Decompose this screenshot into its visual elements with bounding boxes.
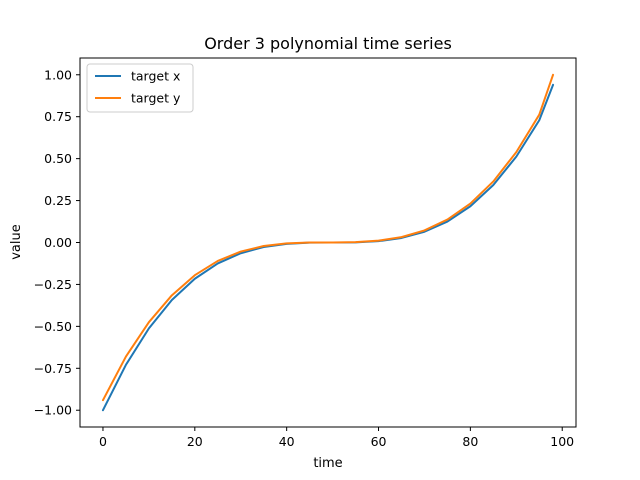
legend-entry-label: target y xyxy=(131,91,181,106)
x-axis-label: time xyxy=(313,456,342,471)
x-tick-label: 100 xyxy=(550,434,574,449)
x-tick-label: 40 xyxy=(279,434,295,449)
y-tick-label: 0.25 xyxy=(44,193,72,208)
y-tick-label: 1.00 xyxy=(44,67,72,82)
x-tick-label: 80 xyxy=(462,434,478,449)
series-line-1 xyxy=(101,73,555,402)
x-tick-label: 20 xyxy=(187,434,203,449)
x-tick-label: 60 xyxy=(371,434,387,449)
x-axis: 0 20 40 60 80 100 xyxy=(99,427,574,449)
y-tick-label: −0.50 xyxy=(34,319,72,334)
chart-title: Order 3 polynomial time series xyxy=(204,34,452,53)
y-tick-label: −0.25 xyxy=(34,277,72,292)
y-axis-label: value xyxy=(9,224,24,260)
x-tick-label: 0 xyxy=(99,434,107,449)
plot-area xyxy=(101,73,555,412)
y-tick-label: −1.00 xyxy=(34,403,72,418)
y-tick-label: 0.75 xyxy=(44,109,72,124)
y-tick-label: 0.50 xyxy=(44,151,72,166)
y-tick-label: 0.00 xyxy=(44,235,72,250)
legend-entry-label: target x xyxy=(131,69,180,84)
legend: target x target y xyxy=(86,63,194,113)
y-tick-label: −0.75 xyxy=(34,361,72,376)
y-axis: −1.00 −0.75 −0.50 −0.25 0.00 0.25 0.50 0.75 1.00 xyxy=(34,67,80,418)
